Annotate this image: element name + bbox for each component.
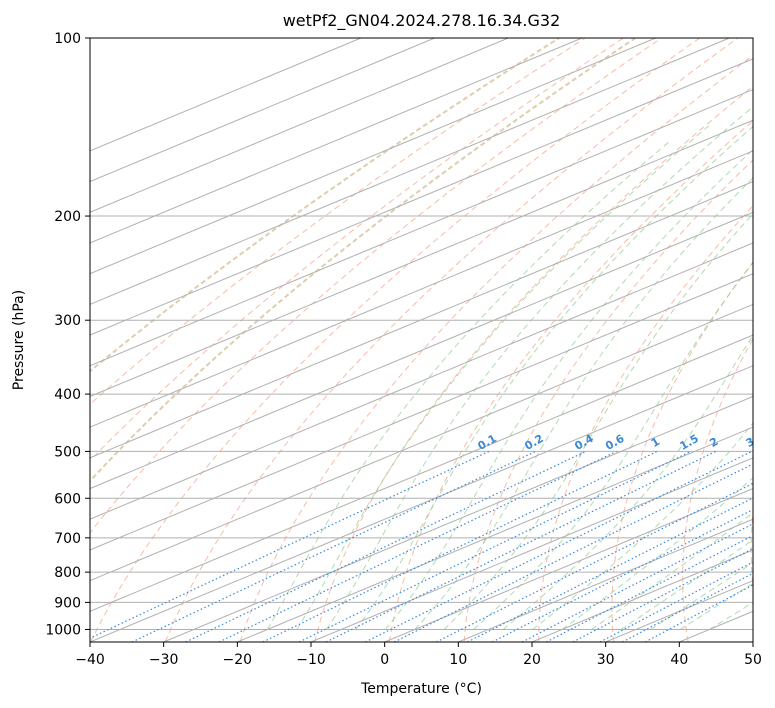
x-tick-label: 40 [670,652,688,668]
moist-adiabat [325,106,753,630]
x-tick-label: −30 [149,652,179,668]
reference-curve [90,38,560,373]
isotherm [90,150,753,428]
y-tick-label: 200 [54,209,81,225]
x-tick-label: −40 [75,652,105,668]
x-tick-label: 20 [523,652,541,668]
mixing-ratio-line [131,450,537,642]
dry-adiabat [239,54,753,642]
x-tick-label: −10 [296,652,326,668]
y-tick-label: 800 [54,565,81,581]
isotherm [163,395,753,642]
mixing-ratio-line [393,463,753,642]
isotherm [90,38,435,183]
reference-curve [90,38,636,483]
x-tick-label: 30 [597,652,615,668]
x-tick-label: 50 [744,652,762,668]
isotherm [90,273,753,551]
y-tick-label: 500 [54,444,81,460]
y-tick-label: 100 [54,31,81,47]
dry-adiabat [164,38,739,642]
y-tick-label: 700 [54,531,81,547]
dry-adiabat [538,205,753,642]
moist-adiabat [502,334,753,630]
background-lines [90,38,753,642]
mixing-ratio-line [90,450,490,639]
moist-adiabat [414,177,753,630]
y-tick-label: 300 [54,313,81,329]
isotherm [237,426,753,642]
dry-adiabat [388,120,753,642]
isotherm [90,119,753,397]
isotherm [90,58,753,336]
mixing-ratio-line [218,450,617,642]
isotherm [458,518,753,642]
isotherm [90,38,730,305]
isotherm [90,334,753,612]
isotherm [90,211,753,490]
x-tick-label: 0 [380,652,389,668]
dry-adiabat [90,38,586,405]
moist-adiabat [355,125,753,630]
moist-adiabat [384,149,753,630]
dry-adiabat [750,508,753,592]
y-axis-label: Pressure (hPa) [11,290,27,390]
y-tick-label: 600 [54,491,81,507]
y-tick-label: 900 [54,595,81,611]
axes: −40 −30 −20 −10 0 10 20 30 40 50 1000 900 800 700 600 5… [45,31,762,668]
x-axis-label: Temperature (°C) [360,681,482,697]
isotherm [90,303,753,582]
isotherm [90,365,753,642]
isotherm [90,38,583,244]
moist-adiabat [591,512,753,630]
mixing-ratio-line [436,482,753,642]
y-tick-label: 400 [54,387,81,403]
dry-adiabat [314,85,753,642]
isotherm [90,38,656,275]
mixing-ratio-line [365,450,753,642]
isotherm [90,88,753,367]
isotherm [90,181,753,459]
x-tick-label: −20 [223,652,253,668]
mixing-ratio-line [298,450,692,642]
moist-adiabat [532,422,753,630]
isotherm [90,38,362,152]
dry-adiabat [90,38,700,642]
isotherm [90,38,509,213]
mixing-ratio-line [262,450,658,642]
moist-adiabat [443,213,753,630]
mixing-ratio-label: 3 [744,435,757,450]
dry-adiabat [611,261,753,642]
isotherm [310,457,753,642]
dry-adiabat [90,38,624,462]
isotherm [90,242,753,520]
moist-adiabat [620,539,753,630]
plot-frame [89,37,754,643]
x-tick-label: 10 [449,652,467,668]
mixing-ratio-line [467,497,753,642]
moist-adiabat [473,261,753,630]
moist-adiabat [296,124,711,630]
isotherm [384,487,753,642]
y-tick-label: 1000 [45,622,81,638]
chart-title: wetPf2_GN04.2024.278.16.34.G32 [283,11,561,31]
